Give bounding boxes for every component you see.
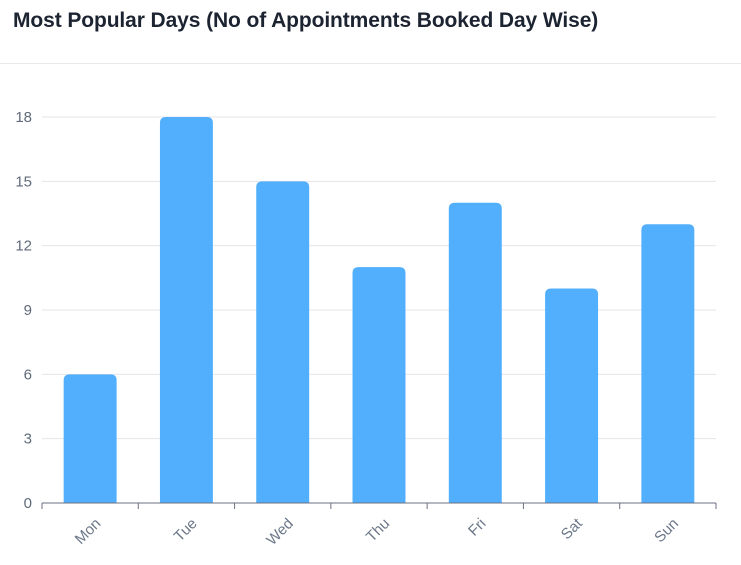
bar-sat	[545, 288, 599, 503]
y-tick-label: 6	[24, 366, 32, 383]
bar-mon	[63, 374, 117, 503]
y-tick-label: 12	[15, 238, 32, 255]
bar-tue	[159, 117, 213, 503]
card-header: Most Popular Days (No of Appointments Bo…	[0, 0, 741, 64]
x-tick-label-fri: Fri	[465, 515, 489, 539]
y-tick-label: 3	[24, 431, 32, 448]
x-axis-ticks: Mon Tue Wed Thu Fri Sat Sun	[72, 515, 682, 549]
bar-thu	[352, 267, 406, 503]
x-tick-label-mon: Mon	[72, 515, 105, 548]
y-tick-label: 15	[15, 173, 32, 190]
x-axis	[41, 502, 717, 509]
bar-chart: 0 3 6 9 12 15 18 Mon Tue Wed Thu Fri Sat Sun	[15, 109, 717, 549]
bar-sun	[641, 224, 695, 503]
x-tick-label-wed: Wed	[263, 515, 297, 549]
chart-area: 0 3 6 9 12 15 18 Mon Tue Wed Thu Fri Sat Sun	[0, 64, 741, 565]
x-tick-label-thu: Thu	[363, 515, 393, 545]
y-tick-label: 0	[24, 495, 32, 512]
bars	[63, 117, 695, 503]
bar-wed	[256, 181, 310, 503]
x-tick-label-sat: Sat	[558, 515, 587, 544]
bar-fri	[448, 202, 502, 503]
y-tick-label: 18	[15, 109, 32, 126]
x-tick-label-sun: Sun	[651, 515, 682, 546]
chart-title: Most Popular Days (No of Appointments Bo…	[13, 9, 599, 32]
y-axis-ticks: 0 3 6 9 12 15 18	[15, 109, 32, 512]
y-tick-label: 9	[24, 302, 32, 319]
x-tick-label-tue: Tue	[171, 515, 201, 545]
